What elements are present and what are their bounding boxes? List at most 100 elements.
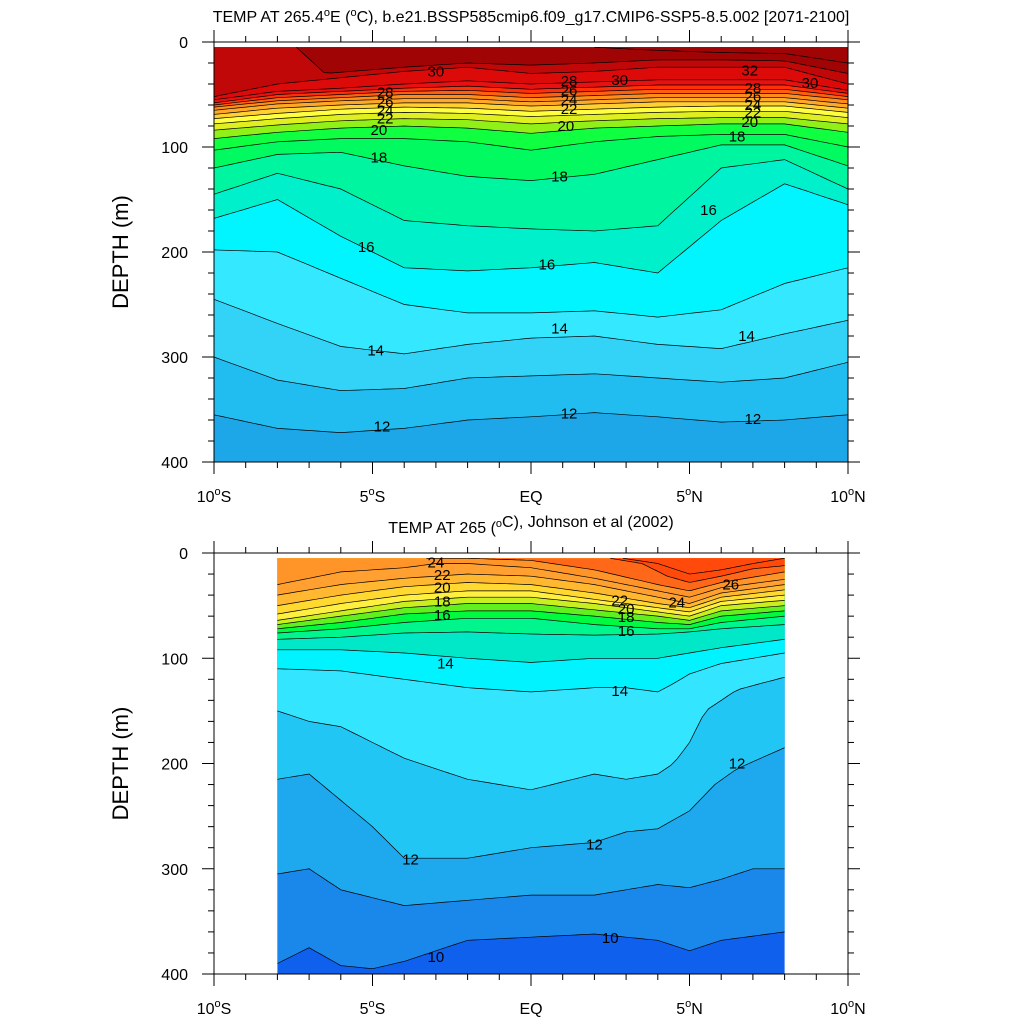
isoline-23 [277,573,785,604]
isoline-23 [213,105,849,119]
y-tick-label: 200 [161,245,188,262]
contour-label: 16 [618,623,635,640]
contour-label: 14 [611,683,628,700]
contour-label: 16 [434,607,451,624]
contour-label: 32 [741,62,758,79]
isoline-26 [213,93,849,108]
y-tick-label: 400 [161,967,188,984]
contour-label: 12 [561,406,578,423]
contour-label: 24 [561,92,578,109]
contour-label: 18 [370,150,387,167]
contour-label: 12 [374,418,391,435]
y-tick-label: 0 [179,546,188,563]
contour-label: 24 [428,554,445,571]
contour-label: 16 [539,257,556,274]
contour-label: 14 [437,656,454,673]
chart-title: TEMP AT 265 (oC), Johnson et al (2002) [388,514,673,537]
isoline-31 [296,47,849,74]
x-tick-label: 5oS [360,998,386,1018]
contour-label: 18 [551,168,568,185]
isoline-15 [277,638,785,663]
contour-label: 18 [618,609,635,626]
fill-band-31 [296,47,848,74]
contour-label: 12 [402,851,419,868]
isoline-26 [610,557,785,583]
contour-label: 16 [358,239,375,256]
contour-label: 26 [377,94,394,111]
isoline-12 [213,412,849,433]
y-tick-label: 300 [161,862,188,879]
x-tick-label: EQ [519,1001,542,1018]
contour-label: 12 [586,837,603,854]
contour-label: 22 [745,104,762,121]
contour-label: 14 [551,321,568,338]
y-tick-label: 0 [179,35,188,52]
isoline-24 [213,101,849,115]
fill-band-27 [622,558,785,574]
isoline-28 [213,84,849,104]
contour-label: 22 [434,567,451,584]
isoline-24 [277,563,785,598]
fill-band-32 [594,47,848,63]
contour-label: 22 [561,101,578,118]
contour-label: 30 [802,75,819,92]
x-tick-label: EQ [519,489,542,506]
contour-label: 28 [561,73,578,90]
contour-label: 10 [602,930,619,947]
isoline-16 [277,624,785,640]
isoline-30 [213,66,849,97]
x-tick-label: 10oN [830,486,865,506]
contour-label: 26 [745,89,762,106]
contour-label: 26 [561,82,578,99]
contour-label: 20 [370,122,387,139]
contour-label: 26 [722,577,739,594]
isoline-13 [213,356,849,391]
isoline-10 [277,931,785,970]
x-tick-label: 5oN [676,998,703,1018]
contour-label: 10 [428,949,445,966]
isoline-32 [594,46,849,64]
panel-1: 3028262422202826242230203230282624222018… [108,7,866,506]
y-tick-label: 400 [161,455,188,472]
y-tick-label: 100 [161,651,188,668]
isoline-25 [213,97,849,111]
contour-label: 30 [428,63,445,80]
y-tick-label: 200 [161,757,188,774]
isoline-18 [277,610,785,630]
isoline-19 [277,603,785,625]
isoline-27 [622,557,785,575]
isoline-21 [277,590,785,615]
contour-label: 12 [745,411,762,428]
contour-label: 14 [367,343,384,360]
contour-label: 22 [611,592,628,609]
isoline-18 [213,144,849,181]
y-axis-label: DEPTH (m) [108,707,133,821]
isoline-14 [213,298,849,355]
x-tick-label: 5oS [360,486,386,506]
contour-label: 18 [434,593,451,610]
contour-label: 16 [700,202,717,219]
isoline-11 [277,868,785,906]
isoline-22 [277,582,785,609]
contour-label: 30 [611,72,628,89]
contour-label: 20 [741,114,758,131]
x-tick-label: 10oN [830,998,865,1018]
isoline-15 [213,249,849,318]
contour-label: 24 [377,102,394,119]
contour-label: 28 [745,80,762,97]
isoline-16 [213,183,849,274]
y-axis-label: DEPTH (m) [108,195,133,309]
isoline-13 [277,676,785,791]
contour-label: 24 [668,594,685,611]
chart-title: TEMP AT 265.4oE (oC), b.e21.BSSP585cmip6… [213,7,850,26]
isoline-20 [213,123,849,139]
isoline-17 [213,159,849,232]
isoline-12 [277,747,785,859]
isoline-19 [213,134,849,151]
isoline-22 [213,110,849,125]
contour-label: 22 [377,111,394,128]
contour-label: 12 [729,756,746,773]
contour-label: 28 [377,84,394,101]
panel-2: 2422201816142220181614242612121210100100… [108,514,866,1018]
